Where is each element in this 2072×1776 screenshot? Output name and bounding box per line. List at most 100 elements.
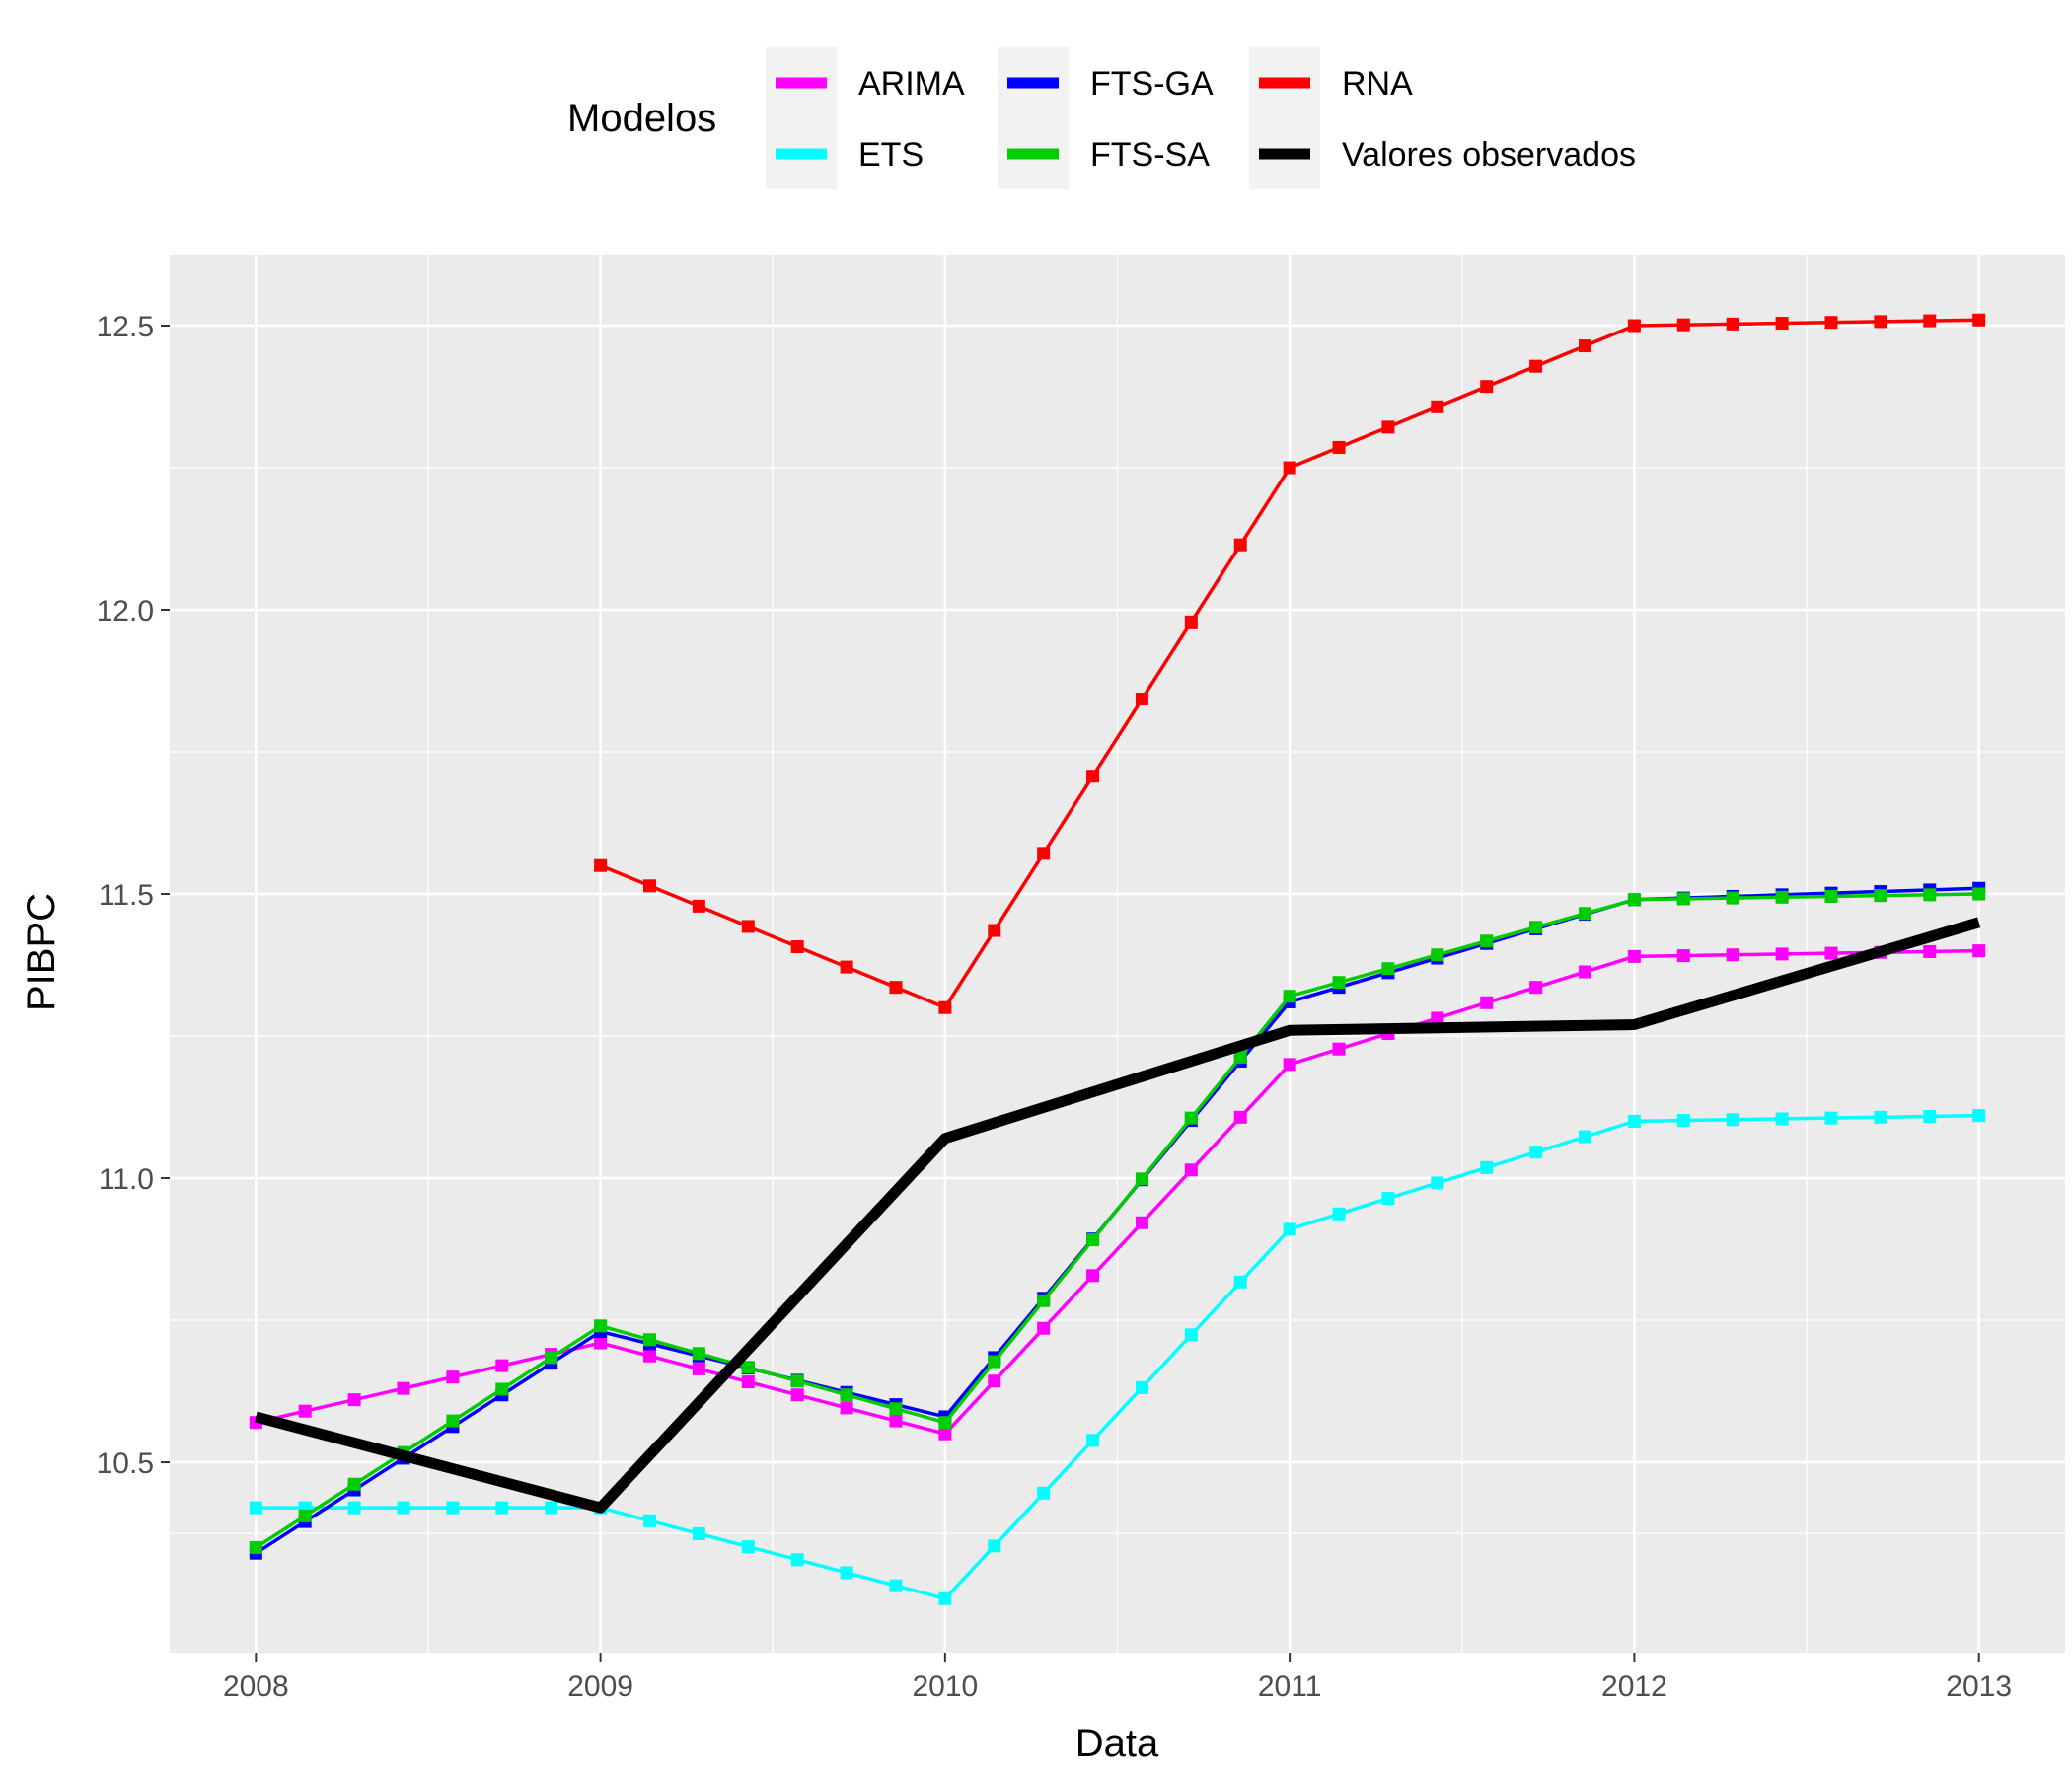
marker-arima xyxy=(446,1370,460,1384)
y-tick-label: 11.0 xyxy=(99,1163,154,1196)
x-tick-label: 2013 xyxy=(1946,1670,2012,1703)
legend-item-rna: RNA xyxy=(1249,47,1413,118)
marker-arima xyxy=(1676,949,1690,963)
legend-label: FTS-SA xyxy=(1090,136,1210,174)
marker-arima xyxy=(741,1375,755,1389)
marker-rna xyxy=(1233,538,1247,552)
x-tick-label: 2009 xyxy=(567,1670,633,1703)
marker-ets xyxy=(1923,1109,1937,1123)
marker-arima xyxy=(840,1401,853,1415)
legend-label: ARIMA xyxy=(858,65,965,103)
series-line-ets xyxy=(254,1113,1981,1601)
marker-arima xyxy=(988,1374,1001,1388)
legend: Modelos ARIMA ETS FTS-GA FTS-SA RNA Valores o… xyxy=(567,47,1636,189)
marker-ets xyxy=(1037,1486,1051,1500)
marker-ets xyxy=(938,1591,952,1605)
marker-ets xyxy=(889,1579,903,1592)
marker-ets xyxy=(397,1501,410,1515)
series-line-valores-observados xyxy=(254,917,1981,1514)
marker-rna xyxy=(1775,317,1789,331)
marker-arima xyxy=(1775,947,1789,961)
marker-fts-sa xyxy=(1627,893,1641,907)
marker-ets xyxy=(495,1501,509,1515)
marker-fts-sa xyxy=(741,1361,755,1374)
marker-ets xyxy=(1627,1114,1641,1128)
marker-fts-sa xyxy=(692,1347,705,1361)
marker-fts-sa xyxy=(1233,1050,1247,1064)
y-tick-label: 10.5 xyxy=(97,1447,154,1480)
marker-fts-sa xyxy=(1283,990,1296,1003)
series-markers-arima xyxy=(249,944,1986,1441)
marker-rna xyxy=(1726,317,1739,331)
marker-ets xyxy=(790,1553,804,1567)
marker-arima xyxy=(347,1393,361,1407)
marker-fts-sa xyxy=(1579,907,1592,921)
marker-arima xyxy=(1627,949,1641,963)
marker-fts-sa xyxy=(1381,962,1395,976)
marker-rna xyxy=(1431,400,1444,413)
y-axis: 10.5 11.0 11.5 12.0 12.5 xyxy=(97,311,170,1480)
x-axis: 2008 2009 2010 2011 2012 2013 xyxy=(223,1653,2012,1703)
marker-fts-sa xyxy=(1332,976,1346,990)
marker-ets xyxy=(692,1526,705,1540)
legend-item-fts-ga: FTS-GA xyxy=(998,47,1214,118)
marker-fts-sa xyxy=(1726,891,1739,905)
marker-fts-sa xyxy=(790,1374,804,1388)
marker-rna xyxy=(1676,318,1690,332)
legend-item-valores-observados: Valores observados xyxy=(1249,118,1636,189)
y-axis-title: PIBPC xyxy=(20,893,63,1011)
marker-fts-sa xyxy=(1676,892,1690,906)
marker-fts-sa xyxy=(938,1416,952,1430)
marker-rna xyxy=(1972,313,1986,327)
marker-ets xyxy=(988,1539,1001,1553)
marker-ets xyxy=(1480,1160,1494,1174)
marker-fts-sa xyxy=(545,1351,558,1365)
legend-label: Valores observados xyxy=(1342,136,1636,174)
marker-ets xyxy=(1579,1130,1592,1144)
marker-rna xyxy=(1086,770,1100,783)
x-tick-label: 2012 xyxy=(1601,1670,1667,1703)
marker-fts-sa xyxy=(889,1402,903,1416)
marker-arima xyxy=(1923,944,1937,958)
series-markers-ets xyxy=(249,1109,1986,1605)
legend-item-ets: ETS xyxy=(766,118,924,189)
marker-rna xyxy=(1480,380,1494,394)
marker-ets xyxy=(1135,1380,1148,1394)
marker-rna xyxy=(1529,359,1543,373)
marker-ets xyxy=(1676,1114,1690,1128)
y-tick-label: 11.5 xyxy=(99,879,154,912)
x-axis-title: Data xyxy=(1075,1722,1159,1765)
marker-arima xyxy=(594,1336,608,1350)
marker-ets xyxy=(1726,1113,1739,1127)
marker-rna xyxy=(594,858,608,872)
legend-item-fts-sa: FTS-SA xyxy=(998,118,1210,189)
marker-ets xyxy=(1184,1328,1198,1342)
marker-rna xyxy=(840,960,853,974)
marker-arima xyxy=(1332,1042,1346,1056)
marker-rna xyxy=(642,879,656,893)
marker-arima xyxy=(1233,1110,1247,1124)
marker-arima xyxy=(1726,948,1739,962)
legend-title: Modelos xyxy=(567,97,716,140)
marker-rna xyxy=(1579,339,1592,353)
legend-label: RNA xyxy=(1342,65,1413,103)
marker-ets xyxy=(1824,1111,1838,1125)
series-line-fts-sa xyxy=(254,892,1981,1550)
marker-arima xyxy=(1529,981,1543,995)
series-markers-rna xyxy=(594,313,1986,1014)
marker-ets xyxy=(1775,1112,1789,1126)
marker-arima xyxy=(642,1349,656,1363)
x-tick-label: 2011 xyxy=(1258,1670,1322,1703)
marker-rna xyxy=(692,899,705,913)
marker-fts-sa xyxy=(1874,889,1887,903)
marker-fts-sa xyxy=(446,1414,460,1428)
marker-fts-sa xyxy=(840,1388,853,1402)
marker-arima xyxy=(1184,1163,1198,1177)
marker-rna xyxy=(1283,461,1296,475)
marker-ets xyxy=(642,1514,656,1527)
marker-ets xyxy=(545,1501,558,1515)
marker-ets xyxy=(1874,1110,1887,1124)
marker-rna xyxy=(988,924,1001,937)
x-tick-label: 2008 xyxy=(223,1670,289,1703)
